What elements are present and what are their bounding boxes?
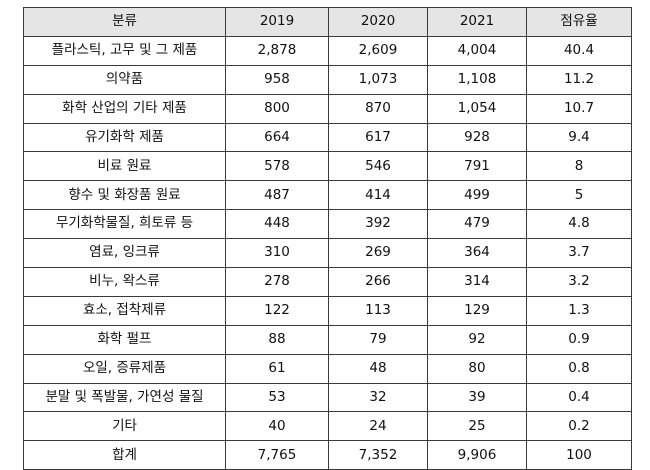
cell-category: 화학 펄프: [23, 324, 226, 355]
cell-category: 유기화학 제품: [23, 122, 226, 153]
data-table: 분류 2019 2020 2021 점유율 플라스틱, 고무 및 그 제품 2,8…: [23, 7, 632, 470]
table-row: 오일, 증류제품 61 48 80 0.8: [23, 353, 632, 384]
cell-2021: 92: [427, 324, 527, 355]
cell-2021: 80: [427, 353, 527, 384]
cell-category: 비료 원료: [23, 151, 226, 182]
cell-2020: 617: [328, 122, 428, 153]
cell-category: 의약품: [23, 64, 226, 95]
cell-2020: 269: [328, 238, 428, 269]
cell-category: 화학 산업의 기타 제품: [23, 93, 226, 124]
cell-2020: 32: [328, 382, 428, 413]
cell-2019: 7,765: [225, 440, 329, 470]
table-row: 비료 원료 578 546 791 8: [23, 151, 632, 182]
cell-category: 오일, 증류제품: [23, 353, 226, 384]
header-row: 분류 2019 2020 2021 점유율: [23, 7, 632, 37]
cell-2021: 364: [427, 238, 527, 269]
table-row: 화학 산업의 기타 제품 800 870 1,054 10.7: [23, 93, 632, 124]
header-2020: 2020: [328, 7, 428, 37]
table-row: 화학 펄프 88 79 92 0.9: [23, 324, 632, 355]
cell-share: 9.4: [526, 122, 632, 153]
cell-share: 0.2: [526, 411, 632, 442]
cell-2019: 664: [225, 122, 329, 153]
cell-2020: 414: [328, 180, 428, 211]
table-row: 플라스틱, 고무 및 그 제품 2,878 2,609 4,004 40.4: [23, 35, 632, 66]
table-row: 염료, 잉크류 310 269 364 3.7: [23, 238, 632, 269]
cell-2020: 113: [328, 295, 428, 326]
cell-share: 100: [526, 440, 632, 470]
table-row: 의약품 958 1,073 1,108 11.2: [23, 64, 632, 95]
cell-share: 5: [526, 180, 632, 211]
cell-2020: 392: [328, 209, 428, 240]
table-row: 분말 및 폭발물, 가연성 물질 53 32 39 0.4: [23, 382, 632, 413]
cell-2021: 499: [427, 180, 527, 211]
cell-2021: 791: [427, 151, 527, 182]
total-row: 합계 7,765 7,352 9,906 100: [23, 440, 632, 470]
cell-2019: 578: [225, 151, 329, 182]
cell-share: 40.4: [526, 35, 632, 66]
cell-2021: 479: [427, 209, 527, 240]
cell-2019: 2,878: [225, 35, 329, 66]
header-share: 점유율: [526, 7, 632, 37]
cell-2019: 310: [225, 238, 329, 269]
cell-share: 4.8: [526, 209, 632, 240]
cell-category: 비누, 왁스류: [23, 267, 226, 297]
table-row: 효소, 접착제류 122 113 129 1.3: [23, 295, 632, 326]
cell-2020: 24: [328, 411, 428, 442]
cell-category: 염료, 잉크류: [23, 238, 226, 269]
table-header: 분류 2019 2020 2021 점유율: [23, 7, 632, 37]
cell-2021: 4,004: [427, 35, 527, 66]
cell-2019: 122: [225, 295, 329, 326]
cell-2019: 800: [225, 93, 329, 124]
cell-share: 3.2: [526, 267, 632, 297]
cell-category: 합계: [23, 440, 226, 470]
cell-2019: 88: [225, 324, 329, 355]
table-row: 기타 40 24 25 0.2: [23, 411, 632, 442]
cell-share: 10.7: [526, 93, 632, 124]
cell-2019: 40: [225, 411, 329, 442]
cell-category: 기타: [23, 411, 226, 442]
table-body: 플라스틱, 고무 및 그 제품 2,878 2,609 4,004 40.4 의약품 958…: [23, 35, 632, 470]
cell-share: 0.9: [526, 324, 632, 355]
cell-2021: 314: [427, 267, 527, 297]
cell-share: 1.3: [526, 295, 632, 326]
cell-2019: 958: [225, 64, 329, 95]
cell-2021: 928: [427, 122, 527, 153]
cell-2019: 278: [225, 267, 329, 297]
cell-2021: 9,906: [427, 440, 527, 470]
cell-2020: 266: [328, 267, 428, 297]
cell-category: 분말 및 폭발물, 가연성 물질: [23, 382, 226, 413]
table-row: 향수 및 화장품 원료 487 414 499 5: [23, 180, 632, 211]
cell-2020: 1,073: [328, 64, 428, 95]
cell-2019: 448: [225, 209, 329, 240]
cell-2020: 79: [328, 324, 428, 355]
cell-share: 0.8: [526, 353, 632, 384]
cell-category: 무기화학물질, 희토류 등: [23, 209, 226, 240]
cell-2020: 870: [328, 93, 428, 124]
cell-2021: 25: [427, 411, 527, 442]
cell-2021: 129: [427, 295, 527, 326]
cell-category: 향수 및 화장품 원료: [23, 180, 226, 211]
cell-2021: 1,054: [427, 93, 527, 124]
cell-2020: 48: [328, 353, 428, 384]
header-category: 분류: [23, 7, 226, 37]
cell-2019: 487: [225, 180, 329, 211]
table-row: 비누, 왁스류 278 266 314 3.2: [23, 267, 632, 297]
cell-2021: 39: [427, 382, 527, 413]
cell-category: 효소, 접착제류: [23, 295, 226, 326]
cell-share: 8: [526, 151, 632, 182]
header-2021: 2021: [427, 7, 527, 37]
cell-category: 플라스틱, 고무 및 그 제품: [23, 35, 226, 66]
cell-share: 0.4: [526, 382, 632, 413]
table-row: 무기화학물질, 희토류 등 448 392 479 4.8: [23, 209, 632, 240]
cell-2021: 1,108: [427, 64, 527, 95]
cell-2019: 61: [225, 353, 329, 384]
table-row: 유기화학 제품 664 617 928 9.4: [23, 122, 632, 153]
header-2019: 2019: [225, 7, 329, 37]
cell-2020: 2,609: [328, 35, 428, 66]
cell-2020: 7,352: [328, 440, 428, 470]
cell-share: 3.7: [526, 238, 632, 269]
cell-2020: 546: [328, 151, 428, 182]
cell-share: 11.2: [526, 64, 632, 95]
cell-2019: 53: [225, 382, 329, 413]
